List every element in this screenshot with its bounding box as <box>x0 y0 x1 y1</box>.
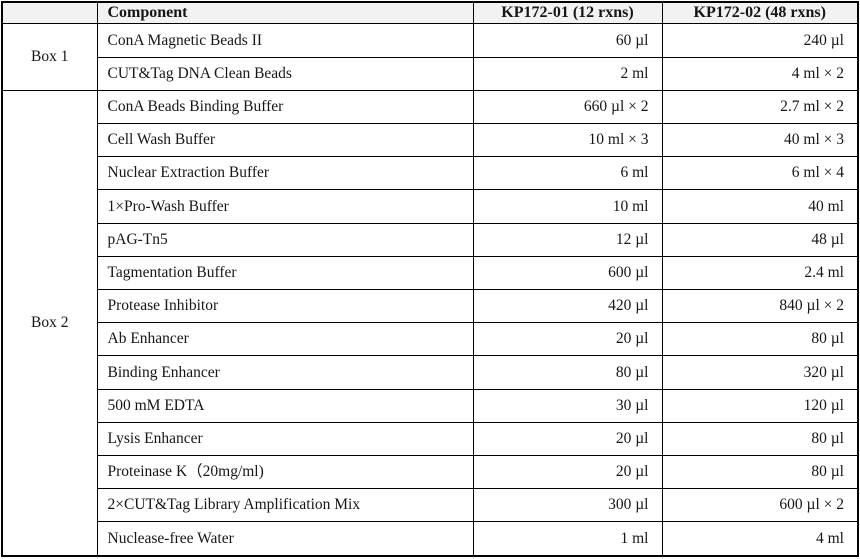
qty-kp172-02: 240 µl <box>661 23 859 58</box>
component-name: Protease Inhibitor <box>96 289 474 324</box>
qty-kp172-01: 6 ml <box>472 156 663 191</box>
component-name: 2×CUT&Tag Library Amplification Mix <box>96 488 474 523</box>
component-name: CUT&Tag DNA Clean Beads <box>96 56 474 91</box>
component-name: Tagmentation Buffer <box>96 255 474 291</box>
qty-kp172-02: 4 ml × 2 <box>661 56 859 91</box>
qty-kp172-02: 80 µl <box>661 322 859 357</box>
table-row: Nuclear Extraction Buffer 6 ml 6 ml × 4 <box>2 156 859 191</box>
qty-kp172-02: 80 µl <box>661 455 859 490</box>
component-name: Nuclear Extraction Buffer <box>96 156 474 191</box>
qty-kp172-01: 60 µl <box>472 23 663 58</box>
qty-kp172-01: 600 µl <box>472 255 663 291</box>
table-row: Tagmentation Buffer 600 µl 2.4 ml <box>2 255 859 291</box>
qty-kp172-01: 10 ml <box>472 189 663 224</box>
component-name: 1×Pro-Wash Buffer <box>96 189 474 224</box>
qty-kp172-02: 600 µl × 2 <box>661 488 859 523</box>
component-name: 500 mM EDTA <box>96 388 474 423</box>
header-kp172-02: KP172-02 (48 rxns) <box>661 1 859 25</box>
qty-kp172-02: 48 µl <box>661 222 859 257</box>
component-name: Proteinase K（20mg/ml) <box>96 455 474 490</box>
table-row: 1×Pro-Wash Buffer 10 ml 40 ml <box>2 189 859 224</box>
qty-kp172-01: 30 µl <box>472 388 663 423</box>
box-group-label: Box 1 <box>1 23 98 91</box>
qty-kp172-01: 300 µl <box>472 488 663 523</box>
qty-kp172-02: 80 µl <box>661 421 859 457</box>
header-box-empty <box>1 1 98 25</box>
table-row: CUT&Tag DNA Clean Beads 2 ml 4 ml × 2 <box>2 56 859 91</box>
table-row: Protease Inhibitor 420 µl 840 µl × 2 <box>2 289 859 324</box>
table-row: Ab Enhancer 20 µl 80 µl <box>2 322 859 357</box>
component-name: Lysis Enhancer <box>96 421 474 457</box>
qty-kp172-01: 2 ml <box>472 56 663 91</box>
table-row: Lysis Enhancer 20 µl 80 µl <box>2 421 859 457</box>
table-row: Box 1 ConA Magnetic Beads II 60 µl 240 µl <box>1 23 859 91</box>
qty-kp172-02: 6 ml × 4 <box>661 156 859 191</box>
table-row: Box 2 ConA Beads Binding Buffer 660 µl × 2… <box>1 89 859 557</box>
qty-kp172-01: 10 ml × 3 <box>472 122 663 158</box>
qty-kp172-02: 40 ml × 3 <box>661 122 859 158</box>
header-component: Component <box>96 1 474 25</box>
box-group-label: Box 2 <box>1 89 98 557</box>
qty-kp172-02: 120 µl <box>661 388 859 423</box>
header-row: Component KP172-01 (12 rxns) KP172-02 (4… <box>1 1 859 25</box>
qty-kp172-02: 4 ml <box>661 521 859 557</box>
qty-kp172-01: 660 µl × 2 <box>472 89 663 125</box>
table-row: 500 mM EDTA 30 µl 120 µl <box>2 388 859 423</box>
component-name: Binding Enhancer <box>96 355 474 390</box>
component-name: Nuclease-free Water <box>96 521 474 557</box>
component-name: pAG-Tn5 <box>96 222 474 257</box>
component-name: ConA Magnetic Beads II <box>96 23 474 58</box>
qty-kp172-01: 20 µl <box>472 322 663 357</box>
qty-kp172-01: 20 µl <box>472 455 663 490</box>
qty-kp172-01: 1 ml <box>472 521 663 557</box>
component-name: Ab Enhancer <box>96 322 474 357</box>
component-name: Cell Wash Buffer <box>96 122 474 158</box>
table-row: 2×CUT&Tag Library Amplification Mix 300 µ… <box>2 488 859 523</box>
header-kp172-01: KP172-01 (12 rxns) <box>472 1 663 25</box>
qty-kp172-01: 80 µl <box>472 355 663 390</box>
qty-kp172-02: 40 ml <box>661 189 859 224</box>
table-row: Cell Wash Buffer 10 ml × 3 40 ml × 3 <box>2 122 859 158</box>
component-name: ConA Beads Binding Buffer <box>96 89 474 125</box>
table-row: Nuclease-free Water 1 ml 4 ml <box>2 521 859 557</box>
qty-kp172-01: 420 µl <box>472 289 663 324</box>
table-row: Binding Enhancer 80 µl 320 µl <box>2 355 859 390</box>
qty-kp172-02: 840 µl × 2 <box>661 289 859 324</box>
table-row: Proteinase K（20mg/ml) 20 µl 80 µl <box>2 455 859 490</box>
table-row: pAG-Tn5 12 µl 48 µl <box>2 222 859 257</box>
qty-kp172-01: 20 µl <box>472 421 663 457</box>
qty-kp172-02: 320 µl <box>661 355 859 390</box>
qty-kp172-02: 2.4 ml <box>661 255 859 291</box>
qty-kp172-01: 12 µl <box>472 222 663 257</box>
table-body: Box 1 ConA Magnetic Beads II 60 µl 240 µl CU… <box>1 23 859 557</box>
qty-kp172-02: 2.7 ml × 2 <box>661 89 859 125</box>
